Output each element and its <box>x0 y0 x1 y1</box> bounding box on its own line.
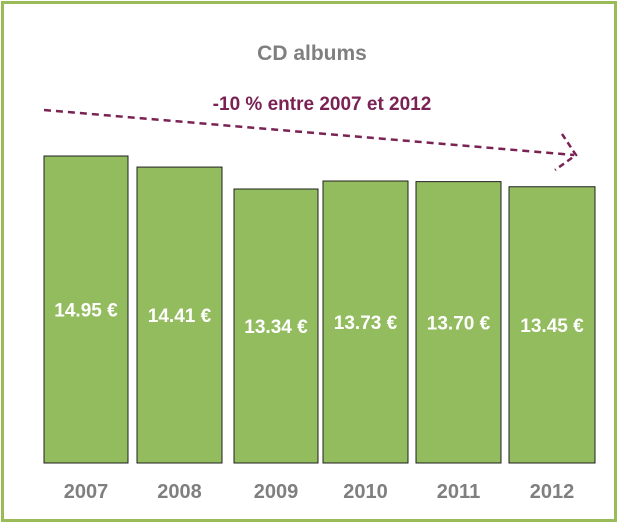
trend-arrow <box>43 108 578 172</box>
bar-value-label-2009: 13.34 € <box>244 317 308 338</box>
trend-annotation: -10 % entre 2007 et 2012 <box>213 94 432 115</box>
bar-value-label-2011: 13.70 € <box>427 313 491 334</box>
x-tick-label-2007: 2007 <box>64 481 109 503</box>
bar-2011 <box>415 181 502 464</box>
x-axis-ticks: 2007 2008 2009 2010 2011 2012 <box>64 481 575 503</box>
bar-labels-group: 14.95 € 14.41 € 13.34 € 13.73 € 13.70 € 13.45… <box>54 301 584 339</box>
bar-value-label-2007: 14.95 € <box>54 301 118 322</box>
bar-value-label-2008: 14.41 € <box>148 306 212 327</box>
x-tick-label-2012: 2012 <box>530 481 575 503</box>
x-tick-label-2009: 2009 <box>254 481 299 503</box>
chart-title: CD albums <box>257 42 367 65</box>
x-tick-label-2008: 2008 <box>157 481 202 503</box>
x-tick-label-2011: 2011 <box>437 481 480 503</box>
bar-value-label-2010: 13.73 € <box>334 313 398 334</box>
bar-2009 <box>233 188 319 464</box>
x-tick-label-2010: 2010 <box>343 481 388 503</box>
bar-2012 <box>508 186 596 464</box>
bar-2008 <box>136 166 223 464</box>
bars-group <box>43 155 596 464</box>
bar-2007 <box>43 155 129 464</box>
bar-2010 <box>322 180 409 464</box>
bar-value-label-2012: 13.45 € <box>520 316 584 337</box>
